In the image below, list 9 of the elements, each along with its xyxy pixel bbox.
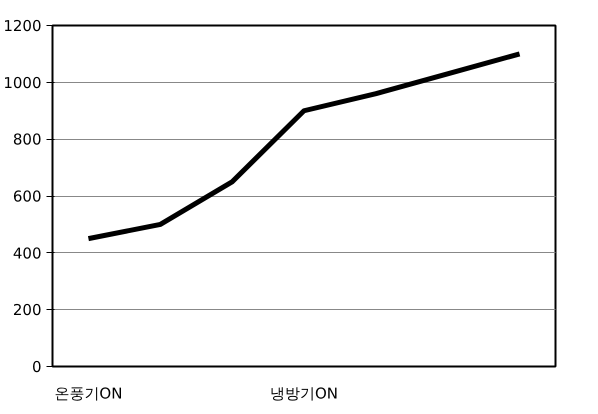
x-tick-label: 냉방기ON: [270, 384, 338, 402]
y-tick-label: 800: [12, 130, 42, 149]
y-tick-label: 400: [12, 244, 42, 262]
y-tick-label: 0: [32, 358, 42, 376]
y-tick-label: 1200: [3, 17, 42, 35]
y-tick-label: 600: [12, 188, 42, 206]
y-tick-label: 1000: [3, 74, 42, 92]
y-tick-label: 200: [12, 301, 42, 320]
x-tick-label: 온풍기ON: [54, 384, 122, 402]
